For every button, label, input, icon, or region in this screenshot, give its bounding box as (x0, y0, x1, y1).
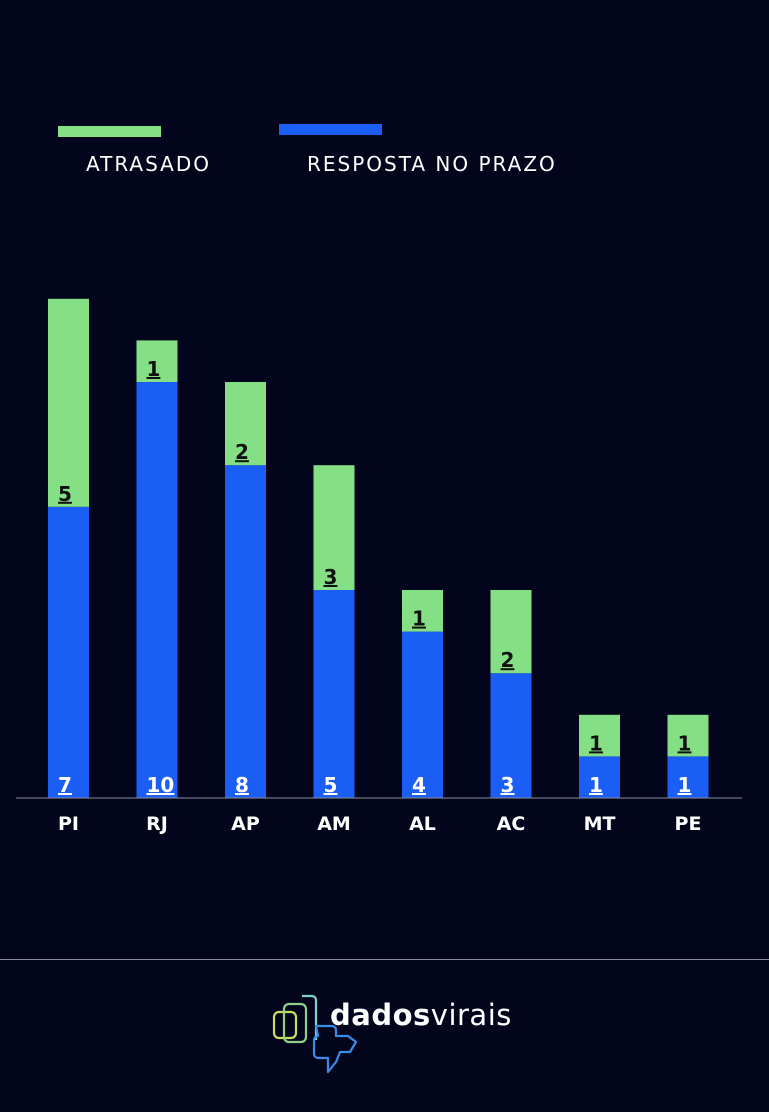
data-label-resposta-no-prazo-mt: 1 (589, 773, 603, 797)
data-label-atrasado-ac: 2 (501, 648, 515, 672)
x-tick-label-ac: AC (497, 813, 526, 835)
bar-resposta-no-prazo-al (402, 631, 443, 798)
logo-wordmark: dadosvirais (330, 998, 512, 1032)
data-label-resposta-no-prazo-am: 5 (324, 773, 338, 797)
bar-atrasado-am (313, 465, 355, 590)
bar-resposta-no-prazo-ap (225, 465, 266, 798)
bar-resposta-no-prazo-mt (579, 756, 620, 798)
x-tick-label-am: AM (317, 813, 351, 835)
data-label-resposta-no-prazo-ac: 3 (501, 773, 515, 797)
bar-resposta-no-prazo-pe (667, 756, 709, 798)
bar-atrasado-rj (136, 340, 178, 382)
legend-swatch-atrasado (58, 126, 161, 137)
x-tick-label-pi: PI (58, 813, 79, 835)
data-label-resposta-no-prazo-rj: 10 (147, 773, 175, 797)
dados-virais-logo: dadosvirais (270, 990, 512, 1080)
data-label-atrasado-rj: 1 (147, 357, 161, 381)
logo-mark-icon (272, 994, 358, 1074)
bar-resposta-no-prazo-am (313, 590, 355, 798)
bar-atrasado-mt (579, 714, 620, 757)
legend-label-resposta-no-prazo: RESPOSTA NO PRAZO (307, 152, 557, 176)
data-label-atrasado-pe: 1 (678, 731, 692, 755)
bar-atrasado-pi (48, 298, 89, 507)
data-label-atrasado-pi: 5 (58, 482, 72, 506)
bar-atrasado-ap (225, 382, 266, 466)
data-label-resposta-no-prazo-al: 4 (412, 773, 426, 797)
x-tick-label-al: AL (409, 813, 436, 835)
x-tick-label-ap: AP (231, 813, 260, 835)
bar-resposta-no-prazo-ac (490, 673, 532, 798)
x-tick-label-pe: PE (675, 813, 702, 835)
data-label-resposta-no-prazo-ap: 8 (235, 773, 249, 797)
logo-text-bold: dados (330, 998, 431, 1032)
bar-atrasado-ac (490, 590, 532, 674)
footer-divider (0, 959, 769, 960)
x-tick-label-mt: MT (584, 813, 616, 835)
logo-text-light: virais (430, 998, 512, 1032)
legend-swatch-resposta-no-prazo (279, 124, 382, 135)
x-tick-label-rj: RJ (146, 813, 168, 835)
stacked-bar-chart: 7 5 PI 10 1 RJ 8 2 AP 5 3 AM 4 1 AL 3 2 AC 1 1 MT 1 1 PE (16, 298, 742, 835)
data-label-atrasado-al: 1 (412, 607, 426, 631)
data-label-atrasado-ap: 2 (235, 440, 249, 464)
data-label-atrasado-mt: 1 (589, 731, 603, 755)
bar-atrasado-al (402, 590, 443, 632)
data-label-resposta-no-prazo-pi: 7 (58, 773, 72, 797)
legend-label-atrasado: ATRASADO (86, 152, 212, 176)
bar-atrasado-pe (667, 714, 709, 757)
bar-resposta-no-prazo-rj (136, 382, 178, 798)
data-label-atrasado-am: 3 (324, 565, 338, 589)
data-label-resposta-no-prazo-pe: 1 (678, 773, 692, 797)
bar-resposta-no-prazo-pi (48, 506, 89, 798)
